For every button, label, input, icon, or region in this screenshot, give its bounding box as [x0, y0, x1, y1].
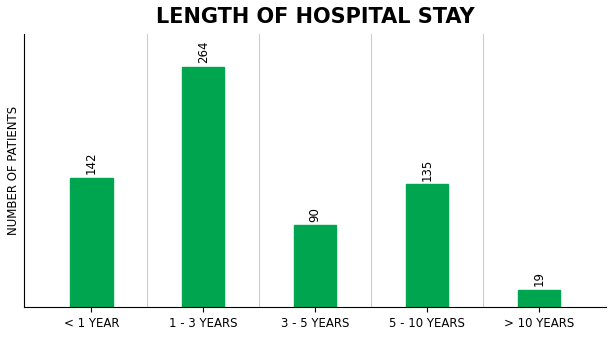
Text: 135: 135: [421, 158, 433, 181]
Bar: [294, 225, 337, 307]
Text: 142: 142: [85, 152, 97, 174]
Text: 264: 264: [197, 41, 210, 63]
Bar: [517, 290, 560, 307]
Text: 19: 19: [533, 271, 546, 286]
Bar: [406, 184, 448, 307]
Bar: [182, 67, 224, 307]
Text: 90: 90: [308, 207, 322, 222]
Bar: [70, 178, 113, 307]
Title: LENGTH OF HOSPITAL STAY: LENGTH OF HOSPITAL STAY: [156, 7, 474, 27]
Y-axis label: NUMBER OF PATIENTS: NUMBER OF PATIENTS: [7, 106, 20, 235]
